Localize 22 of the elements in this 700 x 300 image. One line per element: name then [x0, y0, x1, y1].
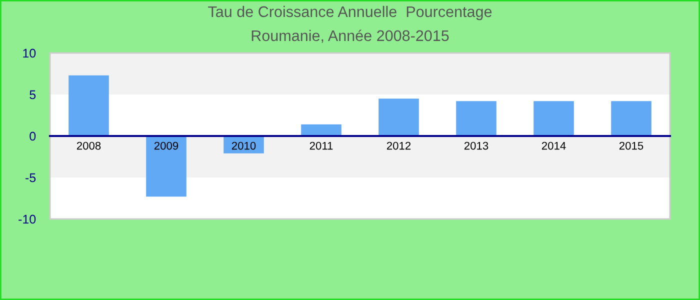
x-tick-label: 2014 — [542, 142, 566, 150]
bar — [378, 98, 419, 136]
x-tick-label: 2009 — [154, 142, 178, 150]
x-tick-label: 2012 — [386, 142, 411, 150]
chart-title: Tau de Croissance Annuelle Pourcentage — [208, 6, 492, 20]
y-tick-label: 5 — [30, 90, 36, 100]
y-tick-label: 0 — [30, 132, 36, 141]
bar — [146, 136, 186, 197]
x-tick-label: 2011 — [310, 142, 333, 150]
x-tick-label: 2010 — [232, 142, 256, 150]
chart-subtitle: Roumanie, Année 2008-2015 — [252, 30, 449, 43]
x-tick-label: 2013 — [464, 142, 488, 150]
x-tick-label: 2015 — [619, 142, 644, 150]
bar — [301, 124, 342, 136]
bar — [611, 101, 652, 136]
bar — [68, 75, 109, 136]
x-tick-label: 2008 — [76, 142, 101, 150]
y-tick-label: -10 — [18, 214, 36, 224]
bar — [534, 101, 574, 136]
y-tick-label: -5 — [26, 173, 36, 182]
bar — [456, 101, 496, 136]
y-tick-label: 10 — [23, 48, 36, 58]
